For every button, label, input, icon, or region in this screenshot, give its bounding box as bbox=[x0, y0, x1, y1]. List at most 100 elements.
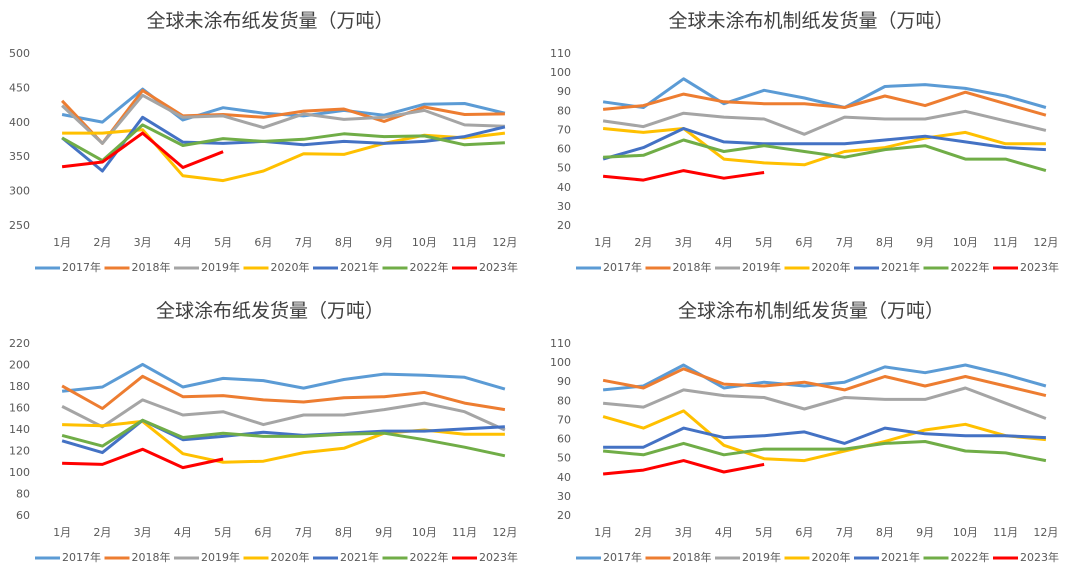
x-tick-label: 8月 bbox=[876, 526, 894, 539]
y-tick-label: 80 bbox=[557, 394, 571, 407]
legend-label: 2022年 bbox=[410, 550, 449, 564]
series-line bbox=[61, 87, 506, 124]
x-tick-label: 8月 bbox=[335, 236, 353, 249]
x-tick-label: 1月 bbox=[53, 526, 71, 539]
legend-label: 2021年 bbox=[881, 260, 920, 274]
x-tick-label: 10月 bbox=[953, 526, 978, 539]
y-tick-label: 120 bbox=[9, 445, 30, 458]
y-tick-label: 180 bbox=[9, 380, 30, 393]
y-tick-label: 110 bbox=[550, 47, 571, 60]
y-tick-label: 60 bbox=[557, 143, 571, 156]
x-tick-label: 11月 bbox=[993, 526, 1018, 539]
x-tick-label: 1月 bbox=[53, 236, 71, 249]
legend-label: 2020年 bbox=[271, 260, 310, 274]
x-tick-label: 9月 bbox=[916, 526, 934, 539]
chart-title: 全球涂布机制纸发货量（万吨） bbox=[678, 300, 944, 322]
series-line bbox=[61, 398, 506, 432]
x-tick-label: 5月 bbox=[755, 236, 773, 249]
legend-label: 2022年 bbox=[951, 260, 990, 274]
series-line bbox=[62, 447, 224, 470]
x-tick-label: 5月 bbox=[214, 236, 232, 249]
legend-label: 2022年 bbox=[410, 260, 449, 274]
x-tick-label: 12月 bbox=[492, 526, 517, 539]
y-tick-label: 200 bbox=[9, 359, 30, 372]
y-tick-label: 20 bbox=[557, 509, 571, 522]
series-line bbox=[602, 363, 1047, 392]
y-tick-label: 60 bbox=[16, 509, 30, 522]
x-tick-label: 8月 bbox=[876, 236, 894, 249]
y-tick-label: 80 bbox=[16, 488, 30, 501]
x-tick-label: 3月 bbox=[134, 236, 152, 249]
legend-label: 2017年 bbox=[62, 550, 101, 564]
x-tick-label: 2月 bbox=[634, 236, 652, 249]
y-tick-label: 250 bbox=[9, 219, 30, 232]
y-tick-label: 160 bbox=[9, 402, 30, 415]
x-tick-label: 11月 bbox=[452, 236, 477, 249]
series-line bbox=[602, 90, 1047, 117]
y-tick-label: 90 bbox=[557, 375, 571, 388]
x-tick-label: 4月 bbox=[174, 236, 192, 249]
y-tick-label: 350 bbox=[9, 150, 30, 163]
y-tick-label: 50 bbox=[557, 162, 571, 175]
x-tick-label: 12月 bbox=[1033, 236, 1058, 249]
legend-label: 2023年 bbox=[479, 260, 518, 274]
x-tick-label: 3月 bbox=[675, 526, 693, 539]
y-tick-label: 300 bbox=[9, 185, 30, 198]
y-tick-label: 100 bbox=[9, 466, 30, 479]
x-tick-label: 1月 bbox=[594, 236, 612, 249]
y-tick-label: 60 bbox=[557, 433, 571, 446]
series-line bbox=[602, 386, 1047, 420]
x-tick-label: 6月 bbox=[795, 236, 813, 249]
legend-label: 2017年 bbox=[603, 550, 642, 564]
x-tick-label: 6月 bbox=[254, 526, 272, 539]
series-line bbox=[602, 127, 1046, 167]
series-line bbox=[61, 362, 506, 393]
x-tick-label: 2月 bbox=[634, 526, 652, 539]
legend-label: 2017年 bbox=[603, 260, 642, 274]
y-tick-label: 70 bbox=[557, 413, 571, 426]
y-tick-label: 30 bbox=[557, 490, 571, 503]
chart-title: 全球未涂布纸发货量（万吨） bbox=[146, 10, 393, 32]
series-line bbox=[602, 367, 1047, 398]
legend-label: 2019年 bbox=[742, 550, 781, 564]
x-tick-label: 9月 bbox=[916, 236, 934, 249]
x-tick-label: 6月 bbox=[795, 526, 813, 539]
x-tick-label: 5月 bbox=[755, 526, 773, 539]
legend-label: 2019年 bbox=[201, 260, 240, 274]
legend-label: 2018年 bbox=[673, 260, 712, 274]
y-tick-label: 70 bbox=[557, 123, 571, 136]
x-tick-label: 9月 bbox=[375, 526, 393, 539]
series-line bbox=[602, 459, 765, 476]
legend-label: 2023年 bbox=[479, 550, 518, 564]
chart-panel: 全球未涂布机制纸发货量（万吨） 20 30 40 50 60 70 80 90 100 110 1月 2… bbox=[550, 10, 1059, 274]
series-line bbox=[61, 89, 505, 145]
y-tick-label: 500 bbox=[9, 47, 30, 60]
y-tick-label: 50 bbox=[557, 452, 571, 465]
x-tick-label: 10月 bbox=[412, 526, 437, 539]
y-tick-label: 400 bbox=[9, 116, 30, 129]
legend-label: 2022年 bbox=[951, 550, 990, 564]
legend-label: 2020年 bbox=[271, 550, 310, 564]
chart-panel: 全球未涂布纸发货量（万吨） 250 300 350 400 450 500 1月 2月 3月 4月 5… bbox=[9, 10, 518, 274]
x-tick-label: 5月 bbox=[214, 526, 232, 539]
chart-panel: 全球涂布机制纸发货量（万吨） 20 30 40 50 60 70 80 90 100 110 1月 2月… bbox=[550, 300, 1059, 564]
legend-label: 2017年 bbox=[62, 260, 101, 274]
y-tick-label: 110 bbox=[550, 337, 571, 350]
legend-label: 2021年 bbox=[340, 260, 379, 274]
x-tick-label: 7月 bbox=[295, 526, 313, 539]
series-line bbox=[61, 418, 506, 458]
series-line bbox=[602, 77, 1047, 109]
series-line bbox=[61, 374, 506, 412]
x-tick-label: 7月 bbox=[295, 236, 313, 249]
y-tick-label: 20 bbox=[557, 219, 571, 232]
series-line bbox=[602, 109, 1047, 136]
series-line bbox=[603, 426, 1046, 449]
x-tick-label: 11月 bbox=[452, 526, 477, 539]
series-line bbox=[61, 115, 506, 173]
x-tick-label: 2月 bbox=[93, 526, 111, 539]
x-tick-label: 9月 bbox=[375, 236, 393, 249]
legend-label: 2020年 bbox=[812, 260, 851, 274]
y-tick-label: 40 bbox=[557, 181, 571, 194]
legend-label: 2021年 bbox=[881, 550, 920, 564]
x-tick-label: 3月 bbox=[134, 526, 152, 539]
